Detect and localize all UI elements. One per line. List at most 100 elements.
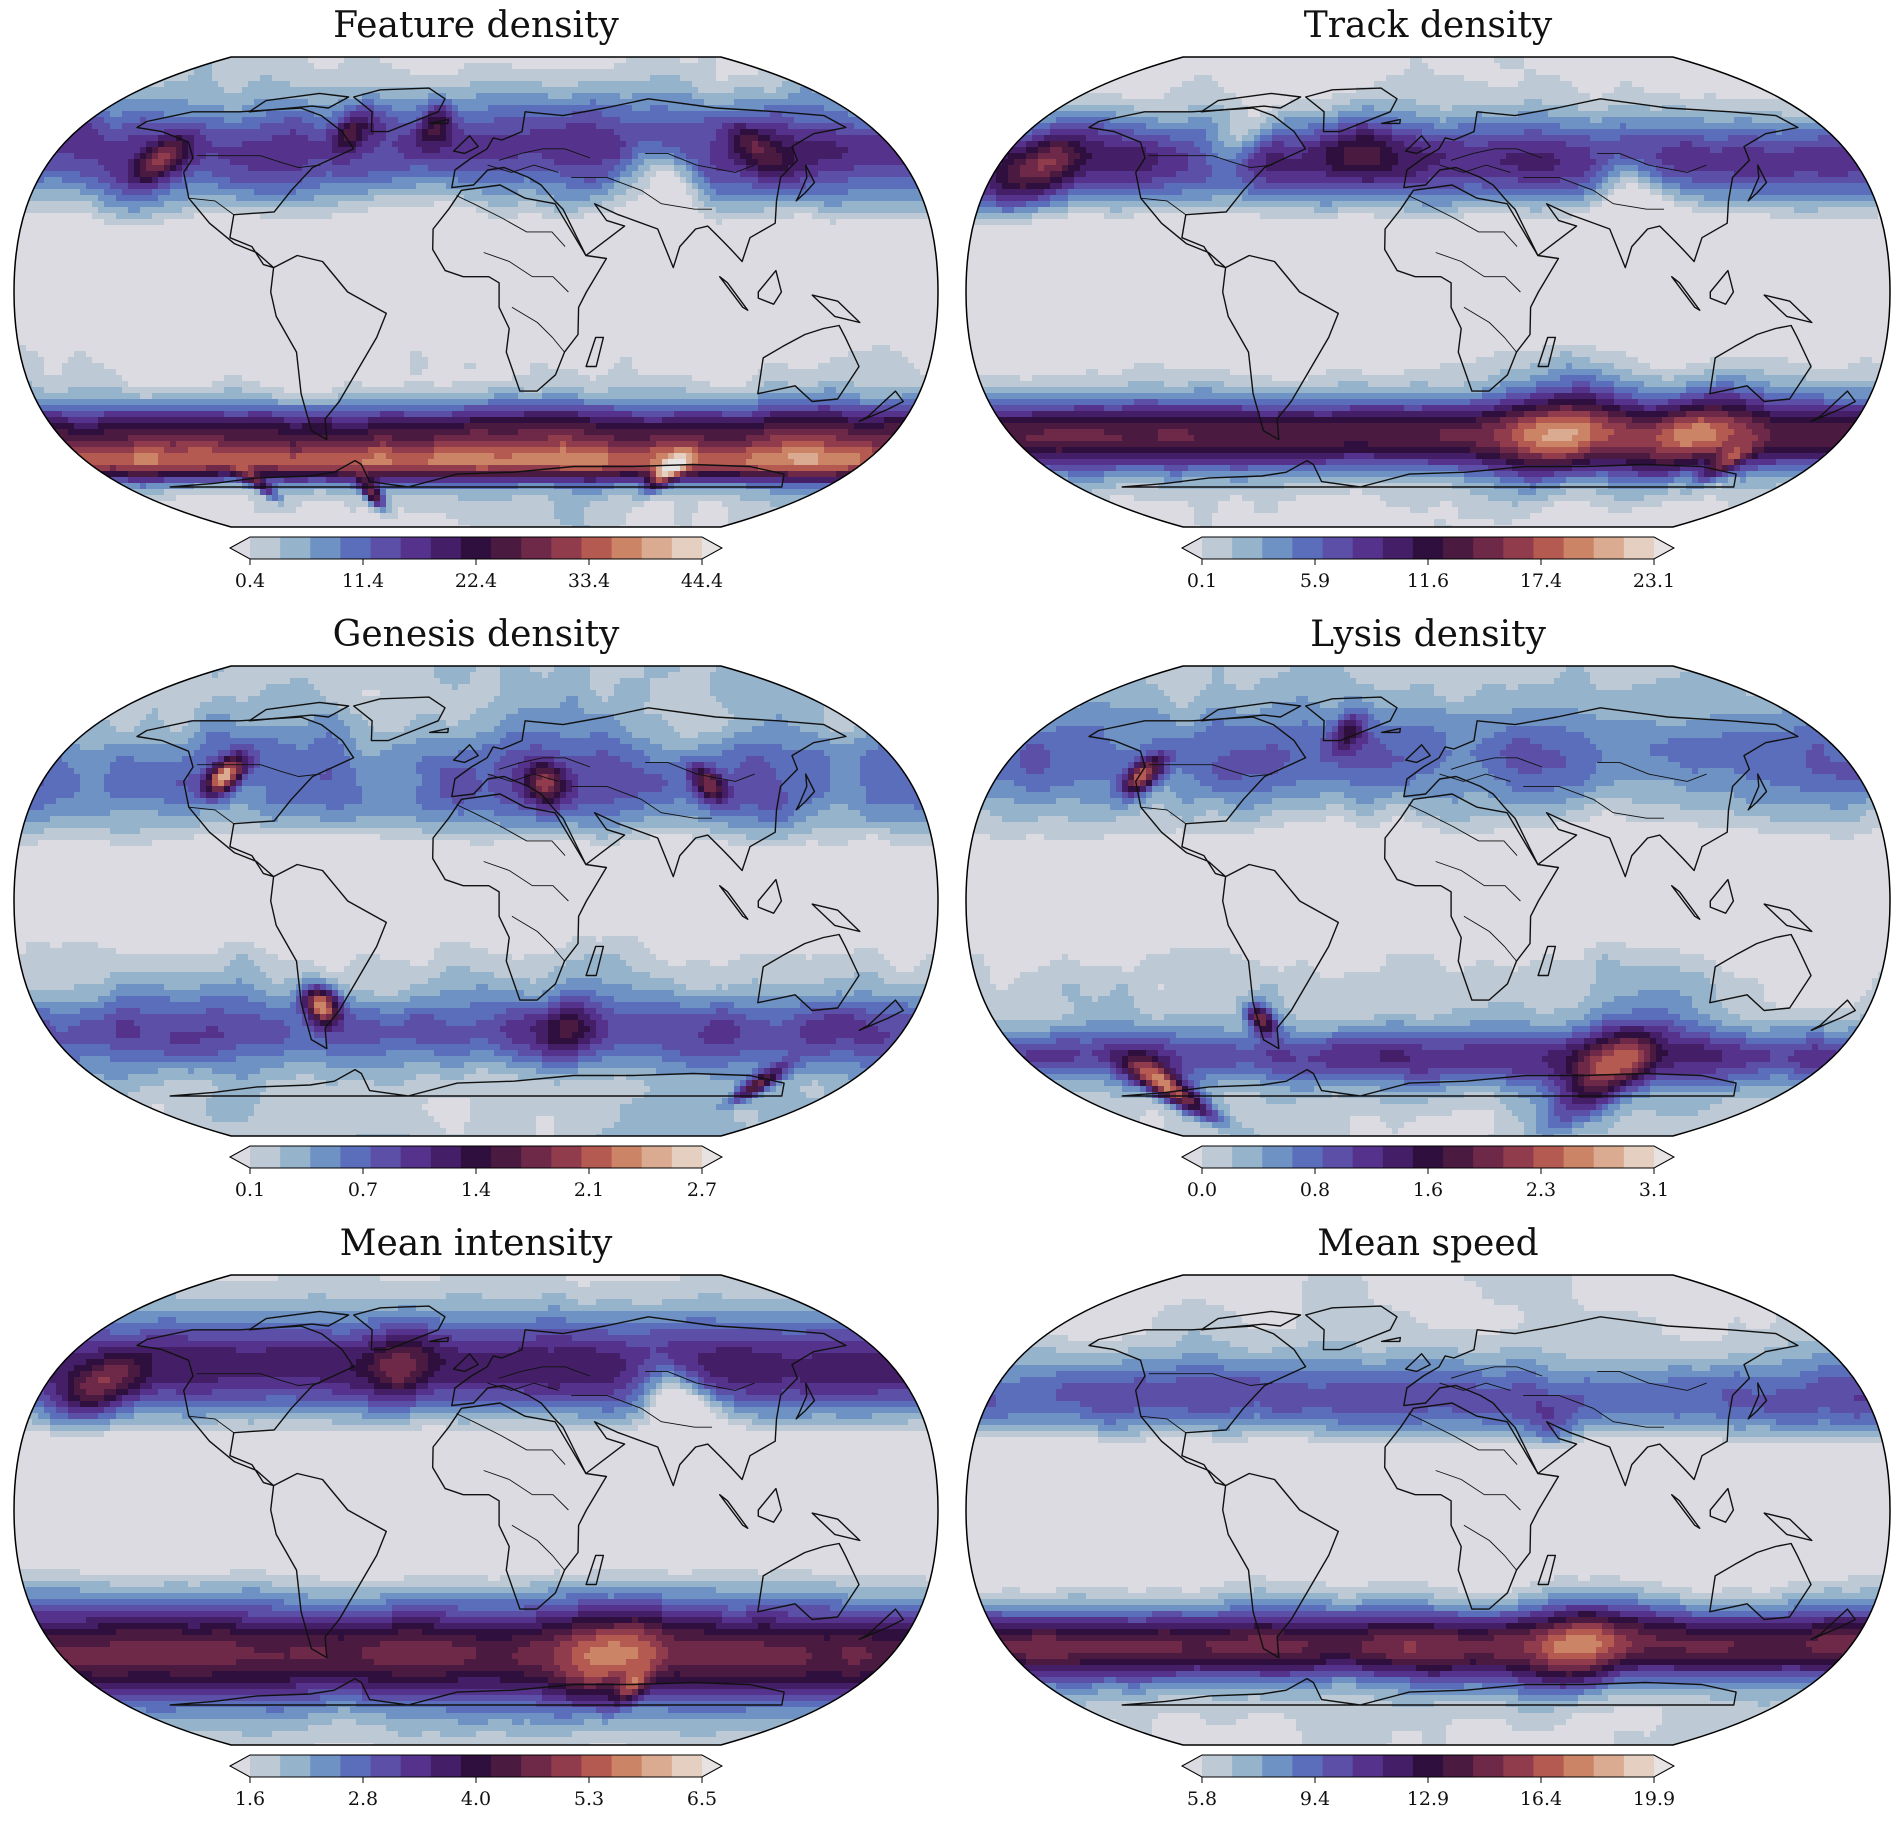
- colorbar-level: [1202, 1755, 1233, 1777]
- colorbar-level: [642, 537, 673, 559]
- colorbar-tick-label: 11.4: [342, 570, 384, 592]
- colorbar-level: [1443, 1146, 1474, 1168]
- colorbar-level: [401, 1146, 432, 1168]
- colorbar-level: [1323, 1146, 1354, 1168]
- colorbar-level: [1503, 1146, 1534, 1168]
- colorbar-level: [491, 537, 522, 559]
- colorbar-level: [1533, 1146, 1564, 1168]
- colorbar-tick-label: 9.4: [1300, 1788, 1330, 1810]
- panel-track: 0.1 5.9 11.6 17.4 23.1 Track density: [952, 0, 1904, 609]
- colorbar-level: [612, 1755, 643, 1777]
- colorbar-level: [1202, 1146, 1233, 1168]
- colorbar-level: [642, 1146, 673, 1168]
- panel-title: Track density: [952, 8, 1904, 44]
- panel-feature: 0.4 11.4 22.4 33.4 44.4 Feature density: [0, 0, 952, 609]
- colorbar-level: [612, 1146, 643, 1168]
- colorbar-tick-label: 23.1: [1633, 570, 1675, 592]
- panel-title: Genesis density: [0, 617, 952, 653]
- colorbar-tick-label: 12.9: [1407, 1788, 1449, 1810]
- colorbar-level: [371, 1755, 402, 1777]
- colorbar-level: [1323, 1755, 1354, 1777]
- colorbar-tick-label: 1.6: [235, 1788, 265, 1810]
- colorbar-level: [581, 537, 612, 559]
- colorbar-tick-label: 5.3: [574, 1788, 604, 1810]
- panel-speed: 5.8 9.4 12.9 16.4 19.9 Mean speed: [952, 1218, 1904, 1827]
- panel-title: Lysis density: [952, 617, 1904, 653]
- heatmap-field: [14, 666, 939, 1141]
- heatmap-field: [966, 57, 1891, 532]
- colorbar: 0.1 5.9 11.6 17.4 23.1: [1182, 537, 1675, 592]
- colorbar-level: [642, 1755, 673, 1777]
- colorbar-extend-min: [1182, 537, 1202, 559]
- colorbar-level: [1564, 537, 1595, 559]
- heatmap-field: [14, 57, 939, 532]
- colorbar-level: [1232, 1146, 1263, 1168]
- colorbar-level: [340, 1755, 371, 1777]
- colorbar: 1.6 2.8 4.0 5.3 6.5: [230, 1755, 722, 1810]
- colorbar-tick-label: 2.8: [348, 1788, 378, 1810]
- colorbar-tick-label: 4.0: [461, 1788, 491, 1810]
- colorbar-level: [672, 1755, 703, 1777]
- colorbar-tick-label: 0.7: [348, 1179, 378, 1201]
- colorbar-tick-label: 2.1: [574, 1179, 604, 1201]
- colorbar-level: [1262, 537, 1293, 559]
- colorbar-level: [1473, 1755, 1504, 1777]
- colorbar-tick-label: 11.6: [1407, 570, 1449, 592]
- colorbar-level: [310, 537, 341, 559]
- map-speed: 5.8 9.4 12.9 16.4 19.9: [952, 1218, 1904, 1827]
- colorbar-level: [1594, 1146, 1625, 1168]
- colorbar-tick-label: 0.1: [1187, 570, 1217, 592]
- colorbar-level: [1503, 1755, 1534, 1777]
- colorbar-level: [1262, 1755, 1293, 1777]
- heatmap-field: [966, 666, 1891, 1141]
- colorbar-level: [280, 1755, 311, 1777]
- colorbar-tick-label: 17.4: [1520, 570, 1562, 592]
- colorbar-extend-max: [702, 537, 722, 559]
- colorbar: 0.1 0.7 1.4 2.1 2.7: [230, 1146, 722, 1201]
- map-feature: 0.4 11.4 22.4 33.4 44.4: [0, 0, 952, 609]
- colorbar-extend-max: [1654, 1755, 1674, 1777]
- colorbar-level: [551, 1755, 582, 1777]
- colorbar-level: [672, 537, 703, 559]
- colorbar-level: [1232, 537, 1263, 559]
- colorbar-level: [431, 1755, 462, 1777]
- colorbar-level: [431, 1146, 462, 1168]
- colorbar-tick-label: 0.0: [1187, 1179, 1217, 1201]
- heatmap-field: [14, 1275, 939, 1750]
- colorbar-level: [461, 1755, 492, 1777]
- colorbar-tick-label: 6.5: [687, 1788, 717, 1810]
- colorbar: 0.4 11.4 22.4 33.4 44.4: [230, 537, 723, 592]
- colorbar-level: [250, 1755, 281, 1777]
- colorbar-level: [250, 1146, 281, 1168]
- colorbar-level: [1594, 537, 1625, 559]
- colorbar-extend-min: [1182, 1755, 1202, 1777]
- colorbar-tick-label: 19.9: [1633, 1788, 1675, 1810]
- colorbar: 0.0 0.8 1.6 2.3 3.1: [1182, 1146, 1674, 1201]
- colorbar-level: [1353, 1755, 1384, 1777]
- colorbar-level: [1503, 537, 1534, 559]
- colorbar-level: [581, 1146, 612, 1168]
- colorbar-level: [280, 537, 311, 559]
- colorbar-extend-max: [702, 1146, 722, 1168]
- colorbar-level: [581, 1755, 612, 1777]
- colorbar-level: [371, 1146, 402, 1168]
- colorbar-extend-min: [230, 1146, 250, 1168]
- colorbar-level: [371, 537, 402, 559]
- colorbar-level: [280, 1146, 311, 1168]
- map-lysis: 0.0 0.8 1.6 2.3 3.1: [952, 609, 1904, 1218]
- colorbar-tick-label: 0.4: [235, 570, 265, 592]
- colorbar-tick-label: 2.3: [1526, 1179, 1556, 1201]
- colorbar-level: [1383, 1755, 1414, 1777]
- colorbar-level: [1353, 1146, 1384, 1168]
- colorbar-level: [431, 537, 462, 559]
- panel-intensity: 1.6 2.8 4.0 5.3 6.5 Mean intensity: [0, 1218, 952, 1827]
- colorbar-level: [1413, 1146, 1444, 1168]
- heatmap-field: [966, 1275, 1891, 1750]
- colorbar-level: [1292, 537, 1323, 559]
- colorbar-level: [1594, 1755, 1625, 1777]
- colorbar-level: [1624, 1146, 1655, 1168]
- colorbar-level: [1383, 537, 1414, 559]
- panel-title: Mean speed: [952, 1226, 1904, 1262]
- colorbar-level: [1232, 1755, 1263, 1777]
- colorbar-tick-label: 1.4: [461, 1179, 491, 1201]
